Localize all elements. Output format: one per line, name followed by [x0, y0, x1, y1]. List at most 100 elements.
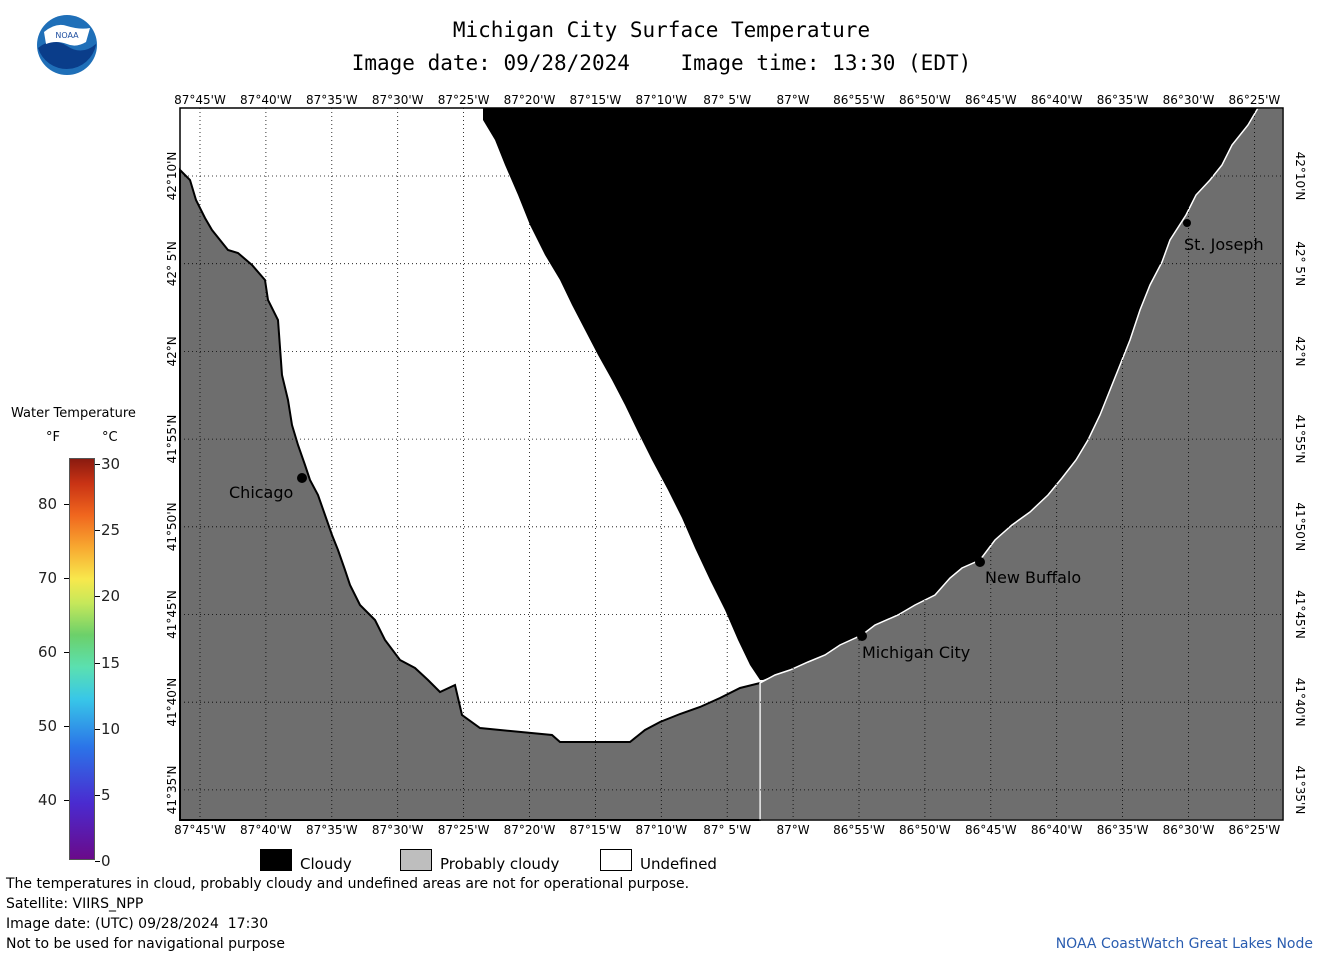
- colorbar-c-tick: [95, 464, 100, 465]
- michigan-city-marker: [857, 631, 867, 641]
- colorbar-c-tick: [95, 795, 100, 796]
- lat-labels-right: 42°10'N 42° 5'N 42°N 41°55'N 41°50'N 41°45'N 4…: [1293, 152, 1307, 815]
- lon-tick-label: 87°35'W: [306, 93, 358, 107]
- credit-link[interactable]: NOAA CoastWatch Great Lakes Node: [1055, 936, 1313, 952]
- city-label-new-buffalo: New Buffalo: [985, 568, 1081, 587]
- lon-tick-label: 86°40'W: [1031, 823, 1083, 837]
- lon-tick-label: 86°45'W: [965, 823, 1017, 837]
- lat-tick-label: 41°35'N: [1293, 765, 1307, 814]
- note-satellite: Satellite: VIIRS_NPP: [6, 896, 144, 912]
- lat-tick-label: 42°10'N: [1293, 152, 1307, 201]
- colorbar-f-tick: [64, 578, 69, 579]
- lat-tick-label: 41°45'N: [1293, 590, 1307, 639]
- unit-fahrenheit: °F: [46, 430, 60, 445]
- image-datetime: Image date: 09/28/2024 Image time: 13:30…: [0, 51, 1323, 75]
- lon-tick-label: 86°45'W: [965, 93, 1017, 107]
- lat-tick-label: 41°50'N: [165, 502, 179, 551]
- lon-labels-top: 87°45'W 87°40'W 87°35'W 87°30'W 87°25'W 87°20…: [174, 93, 1280, 107]
- lon-tick-label: 87°15'W: [570, 93, 622, 107]
- lat-tick-label: 41°35'N: [165, 765, 179, 814]
- colorbar-c-label: 0: [101, 852, 111, 871]
- legend-label-undefined: Undefined: [640, 855, 717, 873]
- lon-tick-label: 86°50'W: [899, 93, 951, 107]
- legend-swatch-probably-cloudy: [400, 849, 432, 871]
- lon-tick-label: 87°25'W: [438, 823, 490, 837]
- unit-celsius: °C: [102, 430, 118, 445]
- lat-tick-label: 42°N: [165, 336, 179, 366]
- lon-tick-label: 87°20'W: [504, 823, 556, 837]
- colorbar-c-label: 25: [101, 521, 121, 540]
- lon-tick-label: 87°30'W: [372, 823, 424, 837]
- lon-tick-label: 86°35'W: [1097, 93, 1149, 107]
- colorbar-f-label: 40: [38, 791, 58, 809]
- noaa-logo: NOAA: [37, 15, 97, 75]
- lon-tick-label: 87°40'W: [240, 823, 292, 837]
- city-label-michigan-city: Michigan City: [862, 643, 970, 662]
- colorbar-f-label: 50: [38, 717, 58, 735]
- lon-tick-label: 87°10'W: [635, 93, 687, 107]
- lon-labels-bottom: 87°45'W 87°40'W 87°35'W 87°30'W 87°25'W 87°20…: [174, 823, 1280, 837]
- lat-tick-label: 42°10'N: [165, 152, 179, 201]
- lat-tick-label: 42°N: [1293, 336, 1307, 366]
- colorbar-f-label: 80: [38, 495, 58, 513]
- legend-swatch-undefined: [600, 849, 632, 871]
- image-date: Image date: 09/28/2024: [351, 51, 630, 75]
- land-west: [179, 167, 761, 821]
- new-buffalo-marker: [975, 557, 985, 567]
- note-operational: The temperatures in cloud, probably clou…: [6, 876, 690, 892]
- svg-text:NOAA: NOAA: [55, 31, 79, 40]
- lon-tick-label: 86°55'W: [833, 93, 885, 107]
- city-label-chicago: Chicago: [229, 483, 293, 502]
- lon-tick-label: 86°35'W: [1097, 823, 1149, 837]
- lon-tick-label: 87° 5'W: [703, 823, 751, 837]
- lon-tick-label: 86°25'W: [1229, 823, 1281, 837]
- cloudy-region: [483, 108, 1258, 680]
- lat-labels-left: 42°10'N 42° 5'N 42°N 41°55'N 41°50'N 41°45'N 4…: [165, 152, 179, 815]
- colorbar-f-label: 60: [38, 643, 58, 661]
- colorbar-f-tick: [64, 504, 69, 505]
- lon-tick-label: 86°50'W: [899, 823, 951, 837]
- colorbar-f-tick: [64, 726, 69, 727]
- lat-tick-label: 42° 5'N: [165, 241, 179, 286]
- colorbar-c-tick: [95, 662, 100, 664]
- page-title: Michigan City Surface Temperature: [452, 18, 871, 42]
- note-utc-date: Image date: (UTC) 09/28/2024 17:30: [6, 916, 269, 932]
- colorbar-c-label: 30: [101, 455, 121, 473]
- lon-tick-label: 87° 5'W: [703, 93, 751, 107]
- colorbar-c-tick: [95, 596, 100, 598]
- lat-tick-label: 41°40'N: [165, 678, 179, 727]
- st-joseph-marker: [1183, 219, 1191, 227]
- image-time: Image time: 13:30 (EDT): [680, 51, 972, 75]
- colorbar-c-label: 10: [101, 719, 121, 738]
- lon-tick-label: 86°40'W: [1031, 93, 1083, 107]
- lon-tick-label: 86°30'W: [1163, 93, 1215, 107]
- lon-tick-label: 87°40'W: [240, 93, 292, 107]
- colorbar-c-label: 5: [101, 786, 111, 804]
- lon-tick-label: 87°W: [777, 93, 810, 107]
- lat-tick-label: 41°50'N: [1293, 502, 1307, 551]
- lat-tick-label: 41°55'N: [165, 415, 179, 464]
- city-label-st-joseph: St. Joseph: [1184, 235, 1264, 254]
- colorbar-c-tick: [95, 861, 100, 863]
- land-east: [759, 107, 1284, 821]
- graticule: [180, 108, 1283, 820]
- lat-tick-label: 42° 5'N: [1293, 241, 1307, 286]
- lon-tick-label: 86°55'W: [833, 823, 885, 837]
- lon-tick-label: 87°45'W: [174, 93, 226, 107]
- colorbar-c-label: 20: [101, 587, 121, 606]
- lat-tick-label: 41°45'N: [165, 590, 179, 639]
- colorbar-c-label: 15: [101, 653, 121, 672]
- colorbar-c-tick: [95, 728, 100, 730]
- map-border: [179, 107, 1284, 821]
- lon-tick-label: 86°30'W: [1163, 823, 1215, 837]
- lon-tick-label: 87°10'W: [635, 823, 687, 837]
- colorbar-f-tick: [64, 652, 69, 653]
- lon-tick-label: 87°15'W: [570, 823, 622, 837]
- legend-label-probably-cloudy: Probably cloudy: [440, 855, 560, 873]
- lon-tick-label: 87°30'W: [372, 93, 424, 107]
- lon-tick-label: 87°45'W: [174, 823, 226, 837]
- lon-tick-label: 87°20'W: [504, 93, 556, 107]
- colorbar-title: Water Temperature: [11, 406, 136, 421]
- colorbar-c-tick: [95, 530, 100, 532]
